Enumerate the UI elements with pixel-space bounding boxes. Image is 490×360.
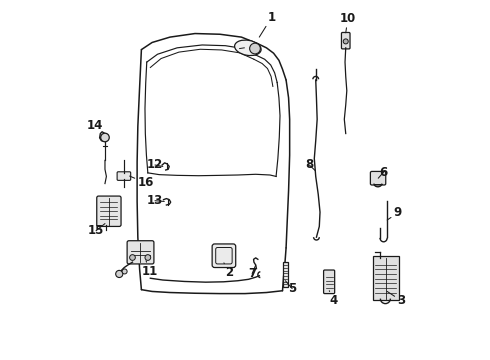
- FancyBboxPatch shape: [117, 172, 131, 180]
- FancyBboxPatch shape: [372, 256, 399, 300]
- Circle shape: [116, 270, 123, 278]
- Circle shape: [343, 39, 348, 44]
- Text: 5: 5: [285, 281, 296, 295]
- Text: 7: 7: [248, 265, 256, 280]
- Text: 3: 3: [387, 292, 406, 307]
- Circle shape: [145, 255, 151, 260]
- Circle shape: [122, 269, 127, 274]
- Text: 1: 1: [259, 10, 276, 37]
- Text: 14: 14: [87, 119, 104, 135]
- Text: 6: 6: [378, 166, 388, 179]
- Circle shape: [100, 133, 109, 142]
- Text: 15: 15: [88, 224, 105, 237]
- Text: 16: 16: [130, 176, 154, 189]
- FancyBboxPatch shape: [97, 196, 121, 226]
- Text: 13: 13: [147, 194, 164, 207]
- FancyBboxPatch shape: [323, 270, 335, 294]
- Text: 9: 9: [387, 206, 402, 220]
- FancyBboxPatch shape: [127, 241, 154, 264]
- Text: 2: 2: [224, 263, 233, 279]
- Text: 11: 11: [142, 261, 158, 278]
- Circle shape: [130, 255, 135, 260]
- Polygon shape: [283, 262, 288, 287]
- FancyBboxPatch shape: [370, 171, 386, 185]
- Ellipse shape: [235, 40, 261, 55]
- Circle shape: [249, 43, 260, 54]
- Text: 4: 4: [329, 291, 338, 307]
- FancyBboxPatch shape: [212, 244, 236, 267]
- Text: 8: 8: [305, 158, 316, 171]
- Text: 10: 10: [340, 12, 356, 33]
- FancyBboxPatch shape: [342, 32, 350, 49]
- Text: 12: 12: [147, 158, 163, 171]
